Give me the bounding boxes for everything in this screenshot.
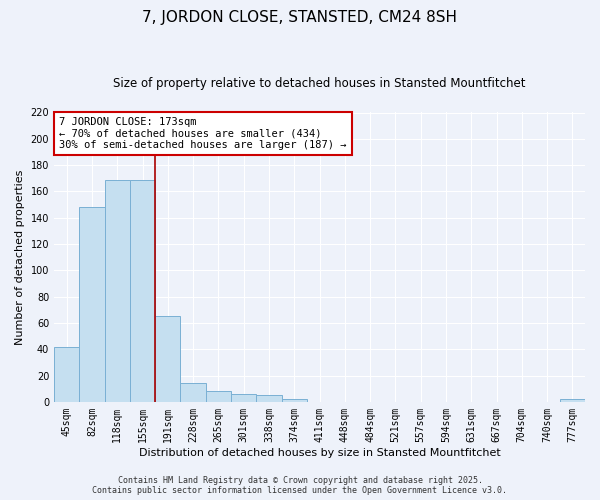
Bar (181, 384, 206, 402)
Bar (560, 399, 585, 402)
Text: 7 JORDON CLOSE: 173sqm
← 70% of detached houses are smaller (434)
30% of semi-de: 7 JORDON CLOSE: 173sqm ← 70% of detached… (59, 117, 347, 150)
Bar (155, 316, 181, 402)
X-axis label: Distribution of detached houses by size in Stansted Mountfitchet: Distribution of detached houses by size … (139, 448, 500, 458)
Title: Size of property relative to detached houses in Stansted Mountfitchet: Size of property relative to detached ho… (113, 78, 526, 90)
Text: Contains HM Land Registry data © Crown copyright and database right 2025.
Contai: Contains HM Land Registry data © Crown c… (92, 476, 508, 495)
Text: 7, JORDON CLOSE, STANSTED, CM24 8SH: 7, JORDON CLOSE, STANSTED, CM24 8SH (143, 10, 458, 25)
Bar (54, 346, 79, 402)
Bar (104, 180, 130, 402)
Bar (206, 392, 231, 402)
Bar (281, 399, 307, 402)
Bar (231, 394, 256, 402)
Bar (79, 207, 104, 402)
Bar (256, 396, 281, 402)
Y-axis label: Number of detached properties: Number of detached properties (15, 170, 25, 345)
Bar (130, 180, 155, 402)
